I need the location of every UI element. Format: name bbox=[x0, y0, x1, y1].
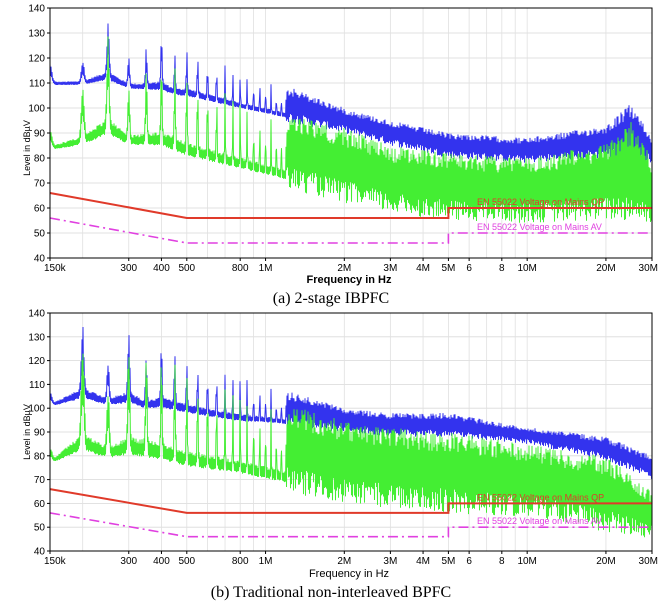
chart-b: EN 55022 Voltage on Mains QP EN 55022 Vol… bbox=[22, 309, 658, 602]
x-tick-label: 300 bbox=[120, 556, 137, 567]
figure-caption: (b) Traditional non-interleaved BPFC bbox=[211, 584, 451, 601]
x-tick-label: 5M bbox=[441, 556, 455, 567]
x-tick-label: 2M bbox=[337, 556, 351, 567]
limit-label-av: EN 55022 Voltage on Mains AV bbox=[477, 516, 602, 526]
x-tick-label: 6 bbox=[466, 263, 472, 274]
x-tick-label: 10M bbox=[517, 263, 536, 274]
limit-label-av: EN 55022 Voltage on Mains AV bbox=[477, 222, 602, 232]
x-tick-label: 300 bbox=[120, 263, 137, 274]
y-axis-label: Level in dBµV bbox=[22, 120, 32, 176]
y-tick-label: 130 bbox=[28, 29, 45, 40]
limit-line-av bbox=[49, 512, 652, 538]
y-tick-label: 70 bbox=[34, 475, 46, 486]
x-tick-label: 30M bbox=[639, 556, 658, 567]
x-tick-label: 400 bbox=[153, 263, 170, 274]
y-tick-label: 50 bbox=[34, 523, 46, 534]
x-tick-label: 8 bbox=[499, 556, 505, 567]
x-tick-label: 500 bbox=[178, 263, 195, 274]
x-tick-label: 150k bbox=[44, 263, 67, 274]
y-axis-label: Level in dBµV bbox=[22, 404, 32, 460]
series-trace-average bbox=[49, 36, 653, 223]
y-tick-label: 120 bbox=[28, 54, 45, 65]
chart-a: EN 55022 Voltage on Mains QP EN 55022 Vol… bbox=[22, 4, 658, 308]
x-axis-label: Frequency in Hz bbox=[307, 274, 392, 286]
x-tick-label: 4M bbox=[416, 556, 430, 567]
x-tick-label: 3M bbox=[383, 556, 397, 567]
series-trace-peak bbox=[49, 326, 653, 479]
x-tick-label: 800 bbox=[232, 556, 249, 567]
x-tick-label: 400 bbox=[153, 556, 170, 567]
y-tick-label: 40 bbox=[34, 547, 46, 558]
x-tick-label: 150k bbox=[44, 556, 67, 567]
limit-label-qp: EN 55022 Voltage on Mains QP bbox=[477, 197, 604, 207]
limit-line-qp bbox=[49, 192, 652, 219]
y-tick-label: 40 bbox=[34, 254, 46, 265]
y-tick-label: 50 bbox=[34, 229, 46, 240]
series-trace-average bbox=[49, 353, 653, 538]
y-tick-label: 90 bbox=[34, 129, 46, 140]
x-tick-label: 2M bbox=[337, 263, 351, 274]
figure-caption: (a) 2-stage IBPFC bbox=[273, 290, 389, 307]
x-tick-label: 6 bbox=[466, 556, 472, 567]
y-tick-label: 100 bbox=[28, 104, 45, 115]
limit-line-av bbox=[49, 217, 652, 244]
y-tick-label: 90 bbox=[34, 428, 46, 439]
y-tick-label: 120 bbox=[28, 356, 45, 367]
y-tick-label: 110 bbox=[29, 380, 45, 391]
y-tick-label: 110 bbox=[29, 79, 45, 90]
y-tick-label: 80 bbox=[34, 451, 46, 462]
x-tick-label: 1M bbox=[259, 263, 273, 274]
y-tick-label: 60 bbox=[34, 499, 46, 510]
y-tick-label: 70 bbox=[34, 179, 46, 190]
x-tick-label: 5M bbox=[441, 263, 455, 274]
x-tick-label: 500 bbox=[178, 556, 195, 567]
x-tick-label: 3M bbox=[383, 263, 397, 274]
x-tick-label: 800 bbox=[232, 263, 249, 274]
x-tick-label: 8 bbox=[499, 263, 505, 274]
x-tick-label: 30M bbox=[639, 263, 658, 274]
x-tick-label: 20M bbox=[596, 263, 615, 274]
y-tick-label: 100 bbox=[28, 404, 45, 415]
series-trace-peak bbox=[49, 23, 653, 163]
x-tick-label: 20M bbox=[596, 556, 615, 567]
x-tick-label: 4M bbox=[416, 263, 430, 274]
y-tick-label: 140 bbox=[28, 309, 45, 320]
y-tick-label: 60 bbox=[34, 204, 46, 215]
y-tick-label: 80 bbox=[34, 154, 46, 165]
x-axis-label: Frequency in Hz bbox=[309, 568, 389, 580]
limit-line-qp bbox=[49, 488, 652, 514]
y-tick-label: 140 bbox=[28, 4, 45, 15]
limit-label-qp: EN 55022 Voltage on Mains QP bbox=[477, 492, 604, 502]
x-tick-label: 1M bbox=[259, 556, 273, 567]
y-tick-label: 130 bbox=[28, 332, 45, 343]
x-tick-label: 10M bbox=[517, 556, 536, 567]
